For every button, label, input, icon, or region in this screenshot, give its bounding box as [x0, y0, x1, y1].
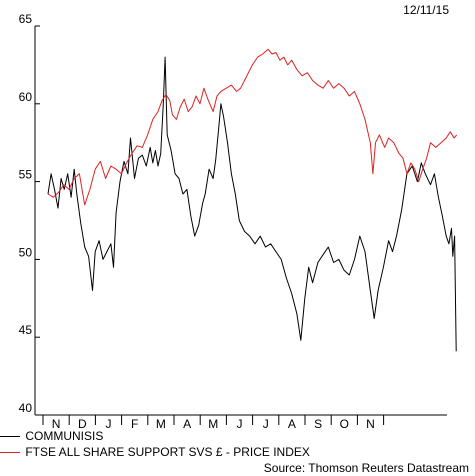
x-tick-label: D	[78, 417, 87, 431]
series-layer	[47, 48, 458, 352]
legend-item-communisis: COMMUNISIS	[0, 429, 103, 443]
x-tick-label: J	[106, 417, 112, 431]
x-tick-label: J	[237, 417, 243, 431]
date-label: 12/11/15	[403, 3, 449, 17]
y-tick-label: 50	[19, 245, 33, 259]
y-tick-label: 45	[19, 323, 33, 337]
x-tick-label: S	[314, 417, 322, 431]
x-tick-label: O	[340, 417, 349, 431]
x-tick-label: N	[52, 417, 61, 431]
legend-swatch-ftse	[0, 452, 20, 454]
y-tick-label: 40	[19, 401, 33, 415]
x-tick-label: M	[156, 417, 166, 431]
legend-label-communisis: COMMUNISIS	[25, 429, 104, 443]
x-tick-label: N	[366, 417, 375, 431]
series-line-ftse	[47, 48, 458, 206]
legend-swatch-communisis	[0, 436, 20, 438]
series-line-communisis	[47, 56, 457, 352]
x-tick-label: F	[131, 417, 138, 431]
y-tick-label: 55	[19, 168, 33, 182]
x-tick-label: A	[288, 417, 296, 431]
x-tick-label: J	[263, 417, 269, 431]
legend-label-ftse: FTSE ALL SHARE SUPPORT SVS £ - PRICE IND…	[25, 445, 310, 459]
y-tick-label: 65	[19, 12, 33, 26]
y-tick-label: 60	[19, 90, 33, 104]
x-tick-label: A	[183, 417, 191, 431]
source-label: Source: Thomson Reuters Datastream	[263, 461, 469, 475]
x-tick-label: M	[208, 417, 218, 431]
legend-item-ftse: FTSE ALL SHARE SUPPORT SVS £ - PRICE IND…	[0, 445, 310, 459]
axes: 40 45 50 55 60 65 N D J F M A M J J A S O N	[19, 12, 447, 431]
